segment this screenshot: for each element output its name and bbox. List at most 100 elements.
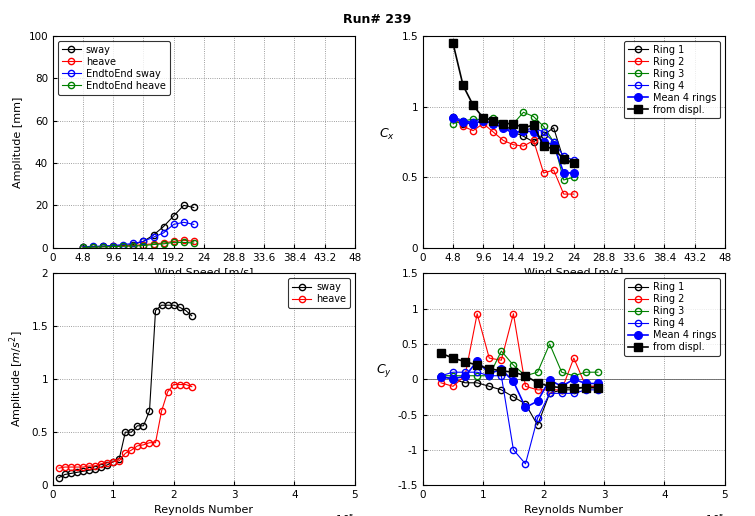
- Ring 3: [473, 373, 482, 379]
- Line: Ring 1: Ring 1: [450, 114, 577, 166]
- Mean 4 rings: [569, 376, 578, 382]
- Ring 4: [473, 369, 482, 375]
- X-axis label: Reynolds Number: Reynolds Number: [524, 506, 624, 515]
- from displ.: [499, 120, 508, 126]
- Text: $\times 10^5$: $\times 10^5$: [697, 512, 725, 516]
- Mean 4 rings: [485, 370, 494, 377]
- Ring 1: [539, 132, 548, 138]
- heave: [99, 244, 108, 250]
- heave: [127, 447, 136, 453]
- Ring 1: [458, 120, 467, 126]
- Ring 3: [539, 123, 548, 130]
- Ring 4: [499, 123, 508, 130]
- heave: [88, 244, 97, 250]
- heave: [115, 458, 124, 464]
- Ring 2: [485, 355, 494, 361]
- heave: [129, 243, 138, 249]
- Ring 4: [539, 129, 548, 135]
- EndtoEnd sway: [169, 221, 178, 228]
- Ring 2: [497, 357, 506, 363]
- Ring 1: [549, 125, 558, 131]
- X-axis label: Reynolds Number: Reynolds Number: [154, 506, 254, 515]
- Legend: Ring 1, Ring 2, Ring 3, Ring 4, Mean 4 rings, from displ.: Ring 1, Ring 2, Ring 3, Ring 4, Mean 4 r…: [624, 41, 720, 119]
- sway: [139, 238, 148, 245]
- Ring 1: [497, 387, 506, 393]
- Mean 4 rings: [581, 380, 590, 386]
- from displ.: [469, 102, 478, 108]
- from displ.: [436, 350, 445, 356]
- EndtoEnd sway: [109, 243, 118, 249]
- Ring 3: [436, 373, 445, 379]
- EndtoEnd sway: [99, 243, 108, 249]
- Legend: Ring 1, Ring 2, Ring 3, Ring 4, Mean 4 rings, from displ.: Ring 1, Ring 2, Ring 3, Ring 4, Mean 4 r…: [624, 278, 720, 356]
- EndtoEnd sway: [129, 240, 138, 247]
- sway: [175, 304, 184, 311]
- heave: [103, 460, 112, 466]
- heave: [163, 389, 172, 395]
- from displ.: [509, 120, 518, 126]
- EndtoEnd heave: [129, 243, 138, 249]
- EndtoEnd heave: [119, 243, 128, 249]
- Ring 3: [549, 139, 558, 145]
- sway: [85, 467, 94, 473]
- sway: [139, 423, 148, 429]
- Mean 4 rings: [436, 374, 445, 380]
- Ring 1: [448, 114, 458, 120]
- from displ.: [485, 365, 494, 372]
- from displ.: [448, 355, 458, 361]
- Ring 4: [581, 387, 590, 393]
- Ring 2: [559, 191, 569, 197]
- Ring 1: [473, 380, 482, 386]
- Ring 3: [509, 362, 518, 368]
- Ring 4: [469, 119, 478, 125]
- EndtoEnd heave: [99, 244, 108, 250]
- Ring 4: [529, 125, 538, 131]
- sway: [133, 423, 142, 429]
- heave: [159, 240, 168, 246]
- Line: sway: sway: [56, 302, 195, 481]
- Line: Ring 2: Ring 2: [450, 115, 577, 197]
- Mean 4 rings: [545, 377, 554, 383]
- Mean 4 rings: [473, 358, 482, 364]
- heave: [54, 465, 63, 471]
- Y-axis label: $C_x$: $C_x$: [380, 127, 396, 142]
- Ring 4: [519, 127, 528, 134]
- Ring 4: [479, 115, 488, 121]
- Ring 4: [448, 369, 458, 375]
- Ring 4: [458, 118, 467, 124]
- Mean 4 rings: [549, 141, 558, 148]
- heave: [79, 244, 88, 250]
- Legend: sway, heave: sway, heave: [288, 278, 350, 308]
- Ring 3: [569, 174, 578, 180]
- sway: [127, 429, 136, 436]
- from displ.: [509, 369, 518, 375]
- Mean 4 rings: [529, 129, 538, 135]
- Ring 1: [499, 120, 508, 126]
- Ring 1: [479, 118, 488, 124]
- Ring 1: [569, 387, 578, 393]
- heave: [60, 464, 69, 470]
- Ring 3: [458, 118, 467, 124]
- Line: EndtoEnd sway: EndtoEnd sway: [80, 219, 197, 250]
- Mean 4 rings: [469, 120, 478, 126]
- from displ.: [458, 83, 467, 89]
- from displ.: [559, 156, 569, 162]
- Line: Ring 3: Ring 3: [450, 109, 577, 183]
- Ring 3: [559, 177, 569, 183]
- Ring 2: [569, 355, 578, 361]
- sway: [88, 244, 97, 250]
- Ring 4: [569, 390, 578, 396]
- X-axis label: Wind Speed [m/s]: Wind Speed [m/s]: [154, 268, 254, 278]
- from displ.: [557, 384, 566, 391]
- Ring 1: [461, 380, 470, 386]
- from displ.: [529, 122, 538, 128]
- Mean 4 rings: [448, 376, 458, 382]
- heave: [109, 459, 118, 465]
- X-axis label: Wind Speed [m/s]: Wind Speed [m/s]: [524, 268, 624, 278]
- EndtoEnd sway: [190, 221, 199, 228]
- Ring 2: [593, 383, 602, 390]
- Ring 2: [488, 129, 498, 135]
- Ring 1: [533, 422, 542, 428]
- sway: [157, 302, 166, 309]
- from displ.: [581, 384, 590, 391]
